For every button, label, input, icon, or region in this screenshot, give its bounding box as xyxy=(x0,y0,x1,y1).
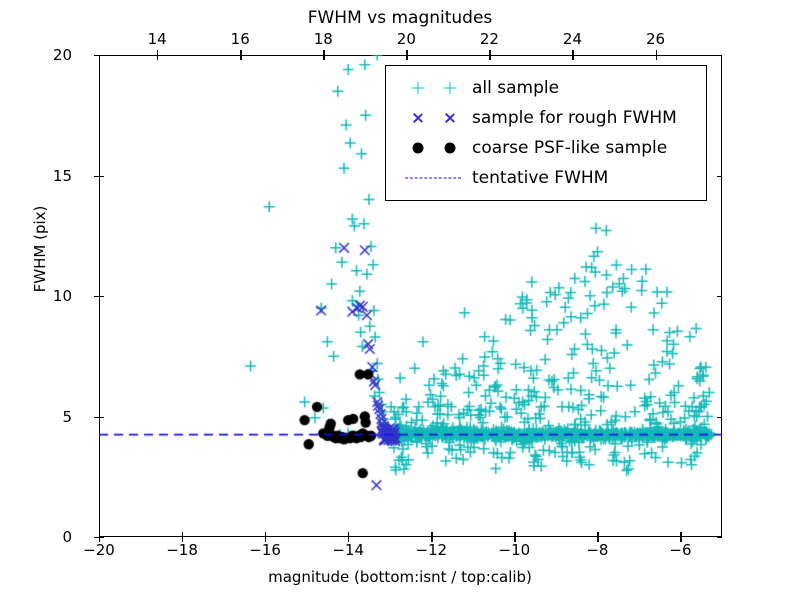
x-tick-mark-bottom-out xyxy=(348,537,350,542)
y-tick-mark-right xyxy=(717,55,722,57)
x-tick-label-bottom: −8 xyxy=(586,541,609,559)
legend-marker-group xyxy=(394,133,472,163)
legend-entry: all sample xyxy=(394,73,694,103)
y-tick-mark-right xyxy=(717,416,722,418)
x-tick-mark-bottom xyxy=(182,532,184,537)
x-tick-mark-top-out xyxy=(572,50,574,55)
y-tick-mark-left xyxy=(99,537,104,539)
legend-entry: tentative FWHM xyxy=(394,163,694,193)
y-tick-label: 5 xyxy=(62,407,72,426)
y-tick-mark-left xyxy=(99,175,104,177)
x-tick-mark-top xyxy=(572,55,574,60)
legend-entry: coarse PSF-like sample xyxy=(394,133,694,163)
y-tick-label: 20 xyxy=(52,46,72,64)
y-tick-mark-left xyxy=(99,55,104,57)
y-tick-label: 15 xyxy=(52,166,72,185)
dashed-line-icon xyxy=(405,177,461,179)
y-tick-label: 0 xyxy=(62,528,72,546)
x-tick-mark-top-out xyxy=(157,50,159,55)
y-tick-mark-right xyxy=(717,175,722,177)
x-tick-label-bottom: −14 xyxy=(332,541,365,559)
plus-marker-icon xyxy=(411,81,425,95)
x-tick-mark-bottom xyxy=(265,532,267,537)
legend-marker-group xyxy=(394,103,472,133)
dot-marker-icon xyxy=(444,142,456,154)
x-axis-label-bottom: magnitude (bottom:isnt / top:calib) xyxy=(268,568,532,586)
x-tick-mark-bottom-out xyxy=(182,537,184,542)
x-tick-mark-top-out xyxy=(323,50,325,55)
y-axis-label: FWHM (pix) xyxy=(31,205,49,293)
x-tick-label-top: 22 xyxy=(479,30,499,48)
chart-title: FWHM vs magnitudes xyxy=(307,8,493,28)
y-tick-mark-left-out xyxy=(94,55,99,57)
x-tick-label-top: 24 xyxy=(562,30,583,48)
x-tick-mark-bottom xyxy=(514,532,516,537)
x-tick-mark-top-out xyxy=(240,50,242,55)
x-tick-label-top: 16 xyxy=(230,30,250,48)
y-tick-mark-left-out xyxy=(94,416,99,418)
y-tick-mark-left-out xyxy=(94,537,99,539)
x-tick-mark-bottom-out xyxy=(597,537,599,542)
x-tick-mark-top xyxy=(240,55,242,60)
y-tick-mark-right xyxy=(717,537,722,539)
x-tick-label-top: 26 xyxy=(645,30,666,48)
y-tick-mark-left-out xyxy=(94,296,99,298)
plus-marker-icon xyxy=(443,81,457,95)
legend-marker-group xyxy=(394,73,472,103)
x-tick-label-bottom: −18 xyxy=(166,541,198,559)
x-marker-icon xyxy=(412,112,424,124)
legend-label: tentative FWHM xyxy=(472,168,609,188)
x-tick-mark-bottom-out xyxy=(265,537,267,542)
x-tick-label-top: 18 xyxy=(313,30,333,48)
x-tick-label-bottom: −20 xyxy=(83,541,115,559)
x-tick-mark-top-out xyxy=(406,50,408,55)
dot-marker-icon xyxy=(412,142,424,154)
x-tick-mark-bottom-out xyxy=(99,537,101,542)
chart-legend: all sample sample for rough FWHM coarse PS… xyxy=(385,65,707,201)
x-tick-mark-bottom xyxy=(99,532,101,537)
x-tick-mark-top xyxy=(489,55,491,60)
y-tick-mark-right xyxy=(717,296,722,298)
x-tick-mark-bottom xyxy=(348,532,350,537)
y-tick-mark-left-out xyxy=(94,175,99,177)
x-tick-label-top: 20 xyxy=(396,30,416,48)
y-tick-label: 10 xyxy=(52,287,72,305)
legend-entry: sample for rough FWHM xyxy=(394,103,694,133)
x-tick-mark-bottom xyxy=(431,532,433,537)
y-tick-mark-left xyxy=(99,416,104,418)
x-marker-icon xyxy=(444,112,456,124)
x-tick-label-bottom: −10 xyxy=(498,541,531,559)
x-tick-mark-bottom xyxy=(680,532,682,537)
y-tick-mark-left xyxy=(99,296,104,298)
x-tick-mark-top-out xyxy=(489,50,491,55)
x-tick-mark-top xyxy=(655,55,657,60)
x-tick-mark-top-out xyxy=(655,50,657,55)
legend-label: all sample xyxy=(472,78,560,98)
x-tick-mark-bottom-out xyxy=(514,537,516,542)
x-tick-mark-bottom-out xyxy=(431,537,433,542)
x-tick-mark-top xyxy=(323,55,325,60)
x-tick-mark-top xyxy=(157,55,159,60)
x-tick-mark-bottom xyxy=(597,532,599,537)
x-tick-label-bottom: −12 xyxy=(415,541,448,559)
legend-label: coarse PSF-like sample xyxy=(472,138,668,158)
legend-label: sample for rough FWHM xyxy=(472,108,677,128)
x-tick-label-top: 14 xyxy=(147,30,167,48)
legend-marker-group xyxy=(394,163,472,193)
x-tick-mark-top xyxy=(406,55,408,60)
x-tick-label-bottom: −16 xyxy=(249,541,281,559)
x-tick-label-bottom: −6 xyxy=(669,541,692,559)
x-tick-mark-bottom-out xyxy=(680,537,682,542)
